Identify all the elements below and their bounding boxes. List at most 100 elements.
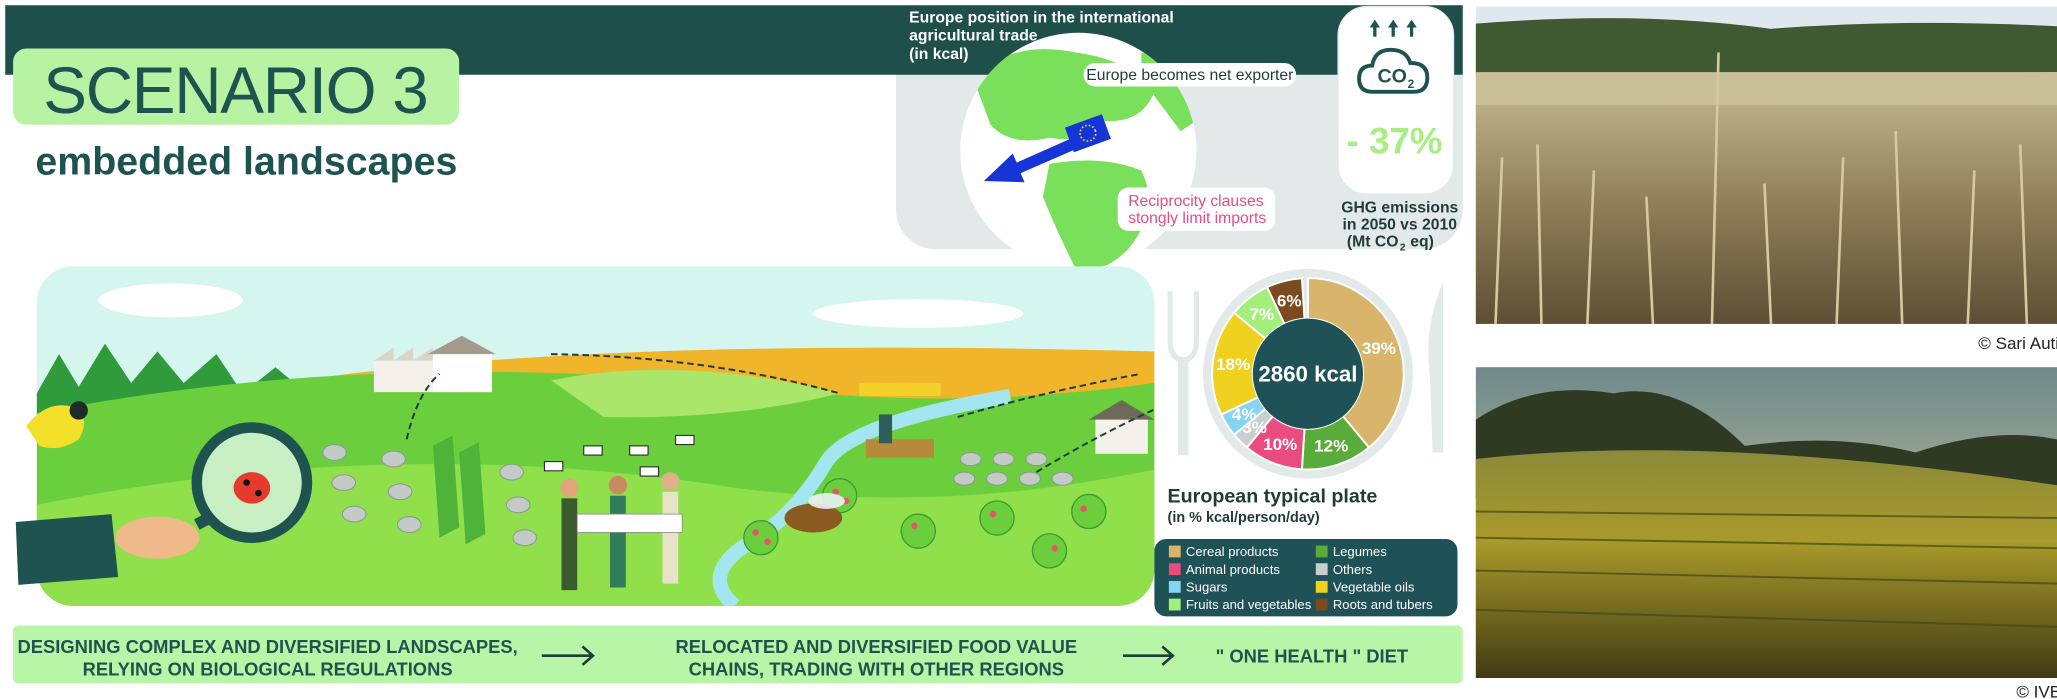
slice-label: 7% bbox=[1249, 305, 1274, 324]
landscape-part-part bbox=[866, 439, 934, 457]
landscape-part-part bbox=[859, 383, 940, 396]
trade-title-line: (in kcal) bbox=[909, 46, 968, 63]
photo-credit: © Sari Auti bbox=[1978, 334, 2057, 353]
landscape-part-part-part bbox=[980, 501, 1014, 535]
ghg-unit: eq) bbox=[1410, 234, 1434, 251]
legend-swatch bbox=[1316, 581, 1328, 593]
landscape-part-part-part bbox=[342, 506, 366, 522]
landscape-part-part-part bbox=[1026, 452, 1047, 465]
landscape-part-part-part bbox=[990, 511, 997, 518]
landscape-part-part-part bbox=[544, 462, 562, 471]
step-text: CHAINS, TRADING WITH OTHER REGIONS bbox=[689, 658, 1064, 679]
legend-swatch bbox=[1316, 599, 1328, 611]
legend-swatch bbox=[1169, 599, 1181, 611]
trade-title-line: agricultural trade bbox=[909, 28, 1038, 45]
landscape-part-part-part bbox=[1051, 545, 1058, 552]
landscape-part-part-part bbox=[506, 497, 530, 513]
trade-title-line: Europe position in the international bbox=[909, 9, 1174, 26]
plate-part bbox=[1428, 282, 1443, 452]
imports-callout: Reciprocity clauses stongly limit import… bbox=[1118, 188, 1275, 231]
slice-label: 39% bbox=[1362, 339, 1396, 358]
ghg-unit-sub: 2 bbox=[1400, 242, 1406, 253]
slice-label: 6% bbox=[1277, 292, 1302, 311]
infographic: Europe position in the international agr… bbox=[0, 0, 2057, 699]
callout-text: Reciprocity clauses bbox=[1128, 193, 1264, 210]
ghg-caption: in 2050 vs 2010 bbox=[1342, 217, 1457, 234]
landscape-part bbox=[255, 490, 262, 497]
landscape-part-part-part bbox=[332, 475, 356, 491]
photo-vineyard bbox=[1476, 367, 2057, 678]
landscape-part-part bbox=[813, 299, 1023, 328]
slice-label: 12% bbox=[1314, 436, 1348, 455]
legend-swatch bbox=[1169, 581, 1181, 593]
legend-label: Roots and tubers bbox=[1333, 597, 1433, 612]
icon-text: CO bbox=[1377, 66, 1406, 88]
ghg-box: CO 2 - 37% GHG emissions in 2050 vs 2010… bbox=[1338, 7, 1458, 254]
landscape-part bbox=[115, 517, 199, 559]
landscape-part-part-part bbox=[561, 498, 577, 590]
callout-text: stongly limit imports bbox=[1128, 210, 1266, 227]
ghg-unit: (Mt CO bbox=[1347, 234, 1399, 251]
legend-swatch bbox=[1316, 563, 1328, 575]
step-text: DESIGNING COMPLEX AND DIVERSIFIED LANDSC… bbox=[17, 636, 517, 657]
landscape-part-part-part bbox=[640, 467, 658, 476]
header: SCENARIO 3 embedded landscapes bbox=[13, 49, 459, 184]
landscape bbox=[16, 266, 1161, 606]
bottom-strip: DESIGNING COMPLEX AND DIVERSIFIED LANDSC… bbox=[13, 626, 1463, 684]
legend-label: Sugars bbox=[1186, 579, 1228, 594]
legend-label: Legumes bbox=[1333, 544, 1387, 559]
slice-label: 10% bbox=[1263, 435, 1297, 454]
plate: 39%12%10%3%4%18%7%6% 2860 kcal European … bbox=[1154, 269, 1457, 617]
landscape-part-part-part bbox=[610, 496, 626, 588]
landscape-part-part-part bbox=[397, 517, 421, 533]
legend-label: Vegetable oils bbox=[1333, 579, 1415, 594]
landscape-part-part-part bbox=[752, 529, 759, 536]
ghg-box-part bbox=[1338, 7, 1453, 195]
landscape-part-part-part bbox=[676, 435, 694, 444]
plate-subtitle: (in % kcal/person/day) bbox=[1168, 510, 1320, 526]
legend-swatch bbox=[1169, 563, 1181, 575]
landscape-part-part-part bbox=[901, 514, 935, 548]
photo-credit: © IVB bbox=[2016, 683, 2057, 699]
plate-title: European typical plate bbox=[1168, 485, 1378, 507]
landscape-part-part-part bbox=[1080, 506, 1087, 513]
landscape-part-part-part bbox=[513, 530, 537, 546]
landscape-part-part-part bbox=[577, 514, 682, 532]
landscape-part-part-part bbox=[1072, 494, 1106, 528]
landscape-part-part-part bbox=[661, 472, 679, 490]
landscape-part-part-part bbox=[911, 523, 918, 530]
step-text: RELYING ON BIOLOGICAL REGULATIONS bbox=[83, 658, 453, 679]
landscape-part-part bbox=[808, 493, 845, 509]
landscape-part-part-part bbox=[630, 446, 648, 455]
landscape-part-part-part bbox=[960, 452, 981, 465]
landscape-part-part-part bbox=[744, 521, 778, 555]
legend-label: Others bbox=[1333, 562, 1373, 577]
photo-wheat bbox=[1476, 7, 2057, 324]
landscape-part bbox=[70, 401, 88, 419]
landscape-part-part-part bbox=[609, 476, 627, 494]
legend-label: Animal products bbox=[1186, 562, 1280, 577]
page: { "header": {"title": "SCENARIO 3", "sub… bbox=[0, 0, 2057, 699]
center-label: 2860 kcal bbox=[1258, 362, 1357, 387]
landscape-part-part-part bbox=[584, 446, 602, 455]
callout-text: Europe becomes net exporter bbox=[1086, 67, 1293, 84]
landscape-part-part-part bbox=[954, 472, 975, 485]
landscape-part-part bbox=[433, 351, 492, 392]
landscape-part bbox=[16, 514, 118, 585]
landscape-part-part bbox=[98, 283, 242, 317]
landscape-part-part-part bbox=[323, 445, 347, 461]
step-text: RELOCATED AND DIVERSIFIED FOOD VALUE bbox=[676, 636, 1078, 657]
export-callout: Europe becomes net exporter bbox=[1084, 63, 1297, 87]
landscape-part-part-part bbox=[764, 538, 771, 545]
legend-swatch bbox=[1316, 546, 1328, 558]
ghg-caption: GHG emissions bbox=[1341, 199, 1458, 216]
landscape-part-part-part bbox=[662, 492, 678, 584]
landscape-part bbox=[37, 266, 1161, 606]
landscape-part-part-part bbox=[987, 472, 1008, 485]
landscape-part-part-part bbox=[560, 479, 578, 497]
photo-vineyard-part bbox=[1476, 450, 2057, 678]
landscape-part bbox=[234, 472, 271, 503]
landscape-part-part-part bbox=[1052, 472, 1073, 485]
landscape-part-part-part bbox=[993, 452, 1014, 465]
legend-swatch bbox=[1169, 546, 1181, 558]
